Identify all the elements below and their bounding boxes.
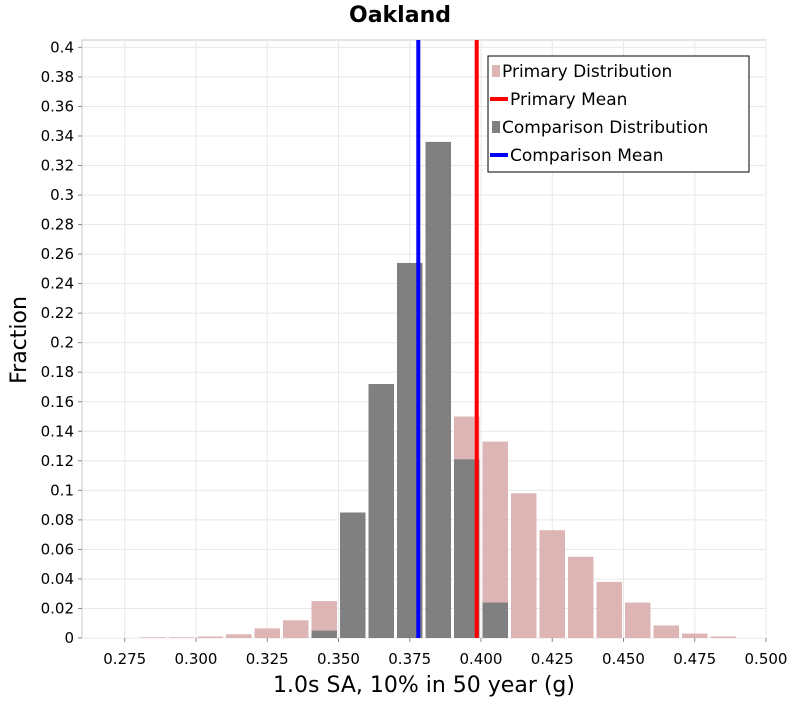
y-tick-label: 0.14 [41,422,74,440]
x-tick-label: 0.275 [103,650,146,668]
y-tick-label: 0.28 [41,216,74,234]
chart-title: Oakland [349,3,451,28]
primary-bar [511,493,537,638]
comparison-bar [482,602,508,638]
x-tick-label: 0.500 [745,650,788,668]
y-tick-label: 0.16 [41,393,74,411]
y-tick-label: 0.36 [41,97,74,115]
legend-box [487,55,750,173]
y-tick-label: 0.2 [50,334,74,352]
x-tick-label: 0.350 [317,650,360,668]
mean-lines [416,40,479,638]
primary-bar [710,636,736,638]
x-axis-label: 1.0s SA, 10% in 50 year (g) [273,673,575,698]
legend-swatch [492,65,500,77]
y-tick-label: 0 [64,629,74,647]
legend-swatch [492,121,500,133]
y-tick-label: 0.1 [50,481,74,499]
y-tick-label: 0.12 [41,452,74,470]
y-tick-label: 0.4 [50,38,74,56]
primary-bar [169,637,195,638]
comparison-bar [311,630,337,638]
y-tick-label: 0.34 [41,127,74,145]
primary-bar [197,636,223,638]
grid [82,40,767,639]
comparison-bar [425,141,451,639]
y-tick-label: 0.18 [41,363,74,381]
y-axis-label: Fraction [7,296,32,384]
primary-bar [682,633,708,638]
x-tick-label: 0.325 [246,650,289,668]
legend-label: Comparison Distribution [502,118,708,138]
y-tick-label: 0.06 [41,540,74,558]
y-tick-label: 0.22 [41,304,74,322]
primary-bar [226,634,252,638]
primary-bar [254,628,280,638]
y-tick-label: 0.26 [41,245,74,263]
legend: Primary Distribution Primary Mean Comparis… [487,55,750,173]
x-tick-label: 0.375 [388,650,431,668]
x-tick-label: 0.475 [673,650,716,668]
x-tick-label: 0.300 [175,650,218,668]
x-tick-label: 0.450 [602,650,645,668]
primary-bar [568,556,594,638]
y-tick-label: 0.24 [41,275,74,293]
primary-bar [140,637,166,638]
primary-bar [283,620,309,638]
x-axis-ticks: 0.275 0.300 0.325 0.350 0.375 0.400 0.425 0.450… [103,638,787,668]
y-tick-label: 0.32 [41,157,74,175]
y-tick-label: 0.04 [41,570,74,588]
x-tick-label: 0.425 [531,650,574,668]
primary-bar [625,602,651,638]
y-axis-ticks: 0 0.02 0.04 0.06 0.08 0.1 0.12 0.14 0.16 0.18 0.2 0… [41,38,82,647]
comparison-bar [340,512,366,638]
x-tick-label: 0.400 [460,650,503,668]
comparison-bar [368,384,394,638]
primary-bar [596,581,622,638]
y-tick-label: 0.3 [50,186,74,204]
primary-bar [653,625,679,638]
legend-label: Primary Mean [510,90,627,110]
primary-bar [539,530,565,638]
legend-label: Comparison Mean [510,146,664,166]
y-tick-label: 0.08 [41,511,74,529]
legend-label: Primary Distribution [502,62,672,82]
y-tick-label: 0.38 [41,68,74,86]
y-tick-label: 0.02 [41,599,74,617]
